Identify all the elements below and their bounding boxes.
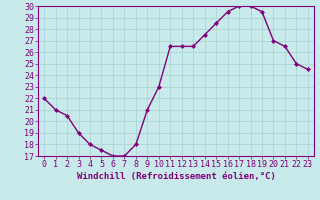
- X-axis label: Windchill (Refroidissement éolien,°C): Windchill (Refroidissement éolien,°C): [76, 172, 276, 181]
